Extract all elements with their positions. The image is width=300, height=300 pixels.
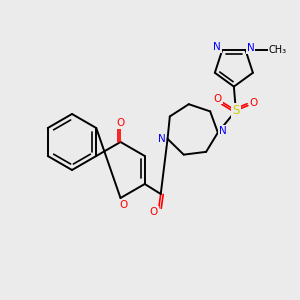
Text: O: O [150,207,158,217]
Text: O: O [250,98,258,108]
Text: N: N [247,44,254,53]
Text: CH₃: CH₃ [268,45,287,56]
Text: N: N [158,134,165,144]
Text: O: O [119,200,128,210]
Text: N: N [219,126,227,136]
Text: O: O [116,118,124,128]
Text: N: N [213,42,221,52]
Text: S: S [232,104,240,117]
Text: O: O [214,94,222,103]
